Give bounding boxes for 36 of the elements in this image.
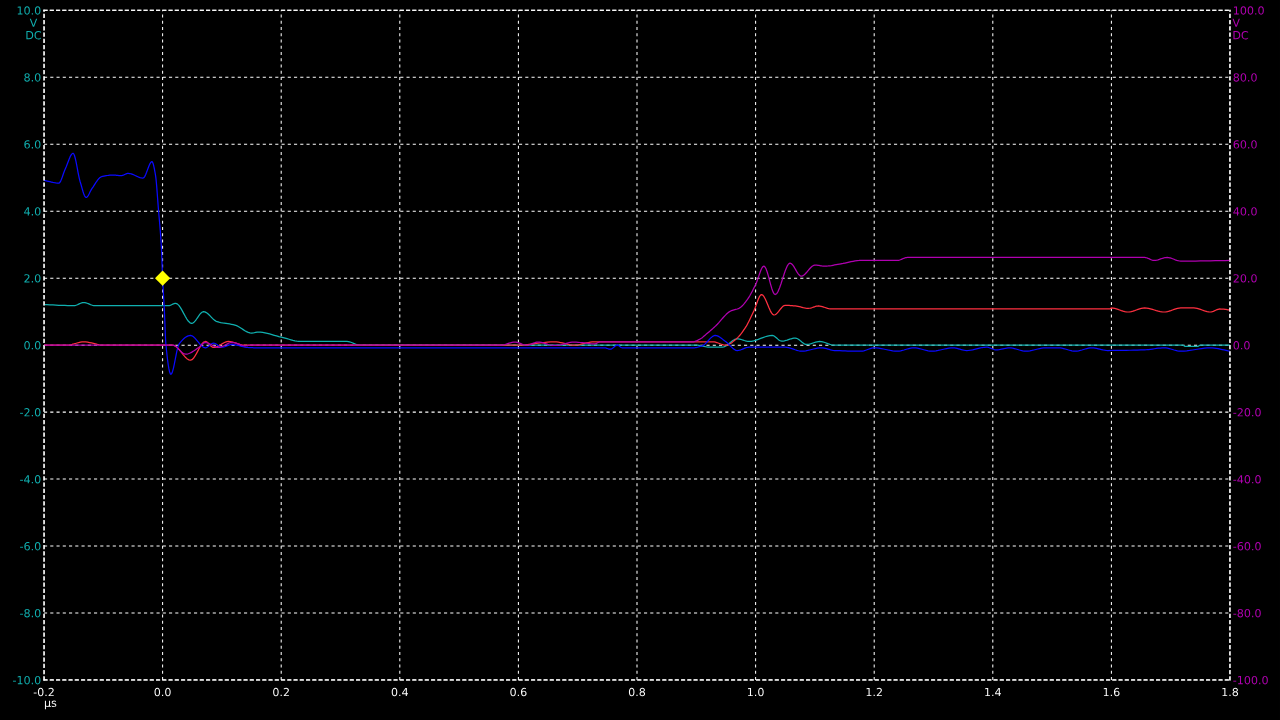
x-tick-label: 0.2 [273,687,289,697]
y2-tick-label: -80.0 [1233,609,1261,618]
y2-tick-label: 40.0 [1233,207,1257,216]
x-tick-label: 1.8 [1222,687,1239,697]
y2-tick-label: 20.0 [1233,274,1257,283]
y-tick-label: -8.0 [20,609,41,618]
y-tick-label: 0.0 [24,341,41,350]
y2-tick-label: 60.0 [1233,140,1257,149]
y2-tick-label: -60.0 [1233,542,1261,551]
y-axis-title: V DC [26,18,42,40]
y2-axis-title: V DC [1232,18,1249,40]
x-tick-label: 0.6 [510,687,527,697]
y2-tick-label: 80.0 [1233,73,1257,82]
x-tick-label: -0.2 [33,687,54,697]
x-tick-label: 1.6 [1103,687,1120,697]
x-tick-label: 1.0 [747,687,764,697]
y-tick-label: -2.0 [20,408,41,417]
y2-tick-label: -40.0 [1233,475,1261,484]
y-tick-label: 6.0 [24,140,41,149]
x-tick-label: 0.8 [628,687,646,697]
y2-tick-label: 0.0 [1233,341,1250,350]
y2-tick-label: -20.0 [1233,408,1261,417]
x-axis-title: µs [44,700,57,710]
x-tick-label: 0.4 [391,687,409,697]
y-tick-label: -4.0 [20,475,41,484]
y-tick-label: -10.0 [13,675,41,685]
x-tick-label: 1.2 [866,687,882,697]
y-tick-label: 2.0 [24,274,41,283]
y2-tick-label: 100.0 [1234,6,1264,15]
y-tick-label: 10.0 [17,6,41,15]
x-tick-label: 0.0 [154,687,171,697]
y2-tick-label: -100.0 [1233,675,1268,685]
x-tick-label: 1.4 [985,687,1002,697]
y-tick-label: 4.0 [24,207,41,216]
y-tick-label: 8.0 [24,73,41,82]
y-tick-label: -6.0 [20,542,41,551]
